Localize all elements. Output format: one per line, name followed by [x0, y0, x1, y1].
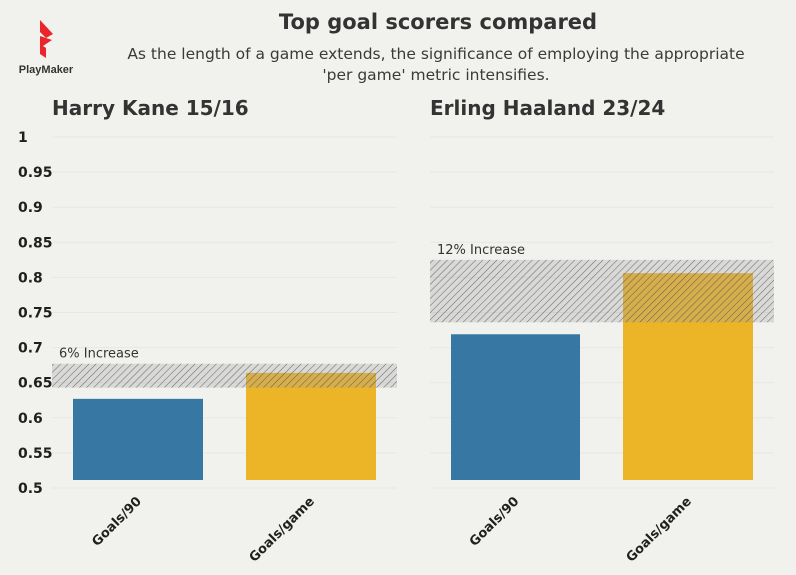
- panel-title-kane: Harry Kane 15/16: [52, 96, 249, 120]
- chart-title: Top goal scorers compared: [278, 10, 598, 34]
- increase-annotation: 6% Increase: [59, 347, 139, 362]
- y-tick-label: 0.6: [18, 411, 43, 427]
- y-tick-label: 0.85: [18, 235, 53, 251]
- y-tick-label: 0.8: [18, 270, 43, 286]
- bar-goals-90: [73, 398, 203, 480]
- bar-goals-90: [451, 334, 580, 480]
- increase-band: [52, 363, 397, 388]
- y-tick-label: 0.55: [18, 446, 53, 462]
- playmaker-logo-mark: [40, 20, 53, 58]
- x-tick-label: Goals/game: [624, 494, 695, 565]
- y-tick-label: 0.65: [18, 376, 53, 392]
- playmaker-logo: PlayMaker: [10, 18, 82, 80]
- panel-title-haaland: Erling Haaland 23/24: [430, 96, 666, 120]
- increase-band: [430, 259, 774, 323]
- bar-goals-game: [246, 372, 376, 480]
- y-tick-label: 0.75: [18, 306, 53, 322]
- y-tick-label: 1: [18, 130, 28, 146]
- subtitle-line-1: As the length of a game extends, the sig…: [127, 45, 745, 63]
- x-tick-label: Goals/90: [89, 494, 144, 549]
- y-tick-label: 0.5: [18, 481, 43, 497]
- increase-annotation: 12% Increase: [437, 243, 525, 258]
- y-tick-label: 0.7: [18, 341, 43, 357]
- subtitle-line-2: 'per game' metric intensifies.: [322, 66, 550, 84]
- x-tick-label: Goals/90: [467, 494, 522, 549]
- chart-subtitle: As the length of a game extends, the sig…: [96, 44, 776, 86]
- y-tick-label: 0.9: [18, 200, 43, 216]
- brand-name: PlayMaker: [18, 64, 74, 76]
- y-tick-label: 0.95: [18, 165, 53, 181]
- x-tick-label: Goals/game: [247, 494, 318, 565]
